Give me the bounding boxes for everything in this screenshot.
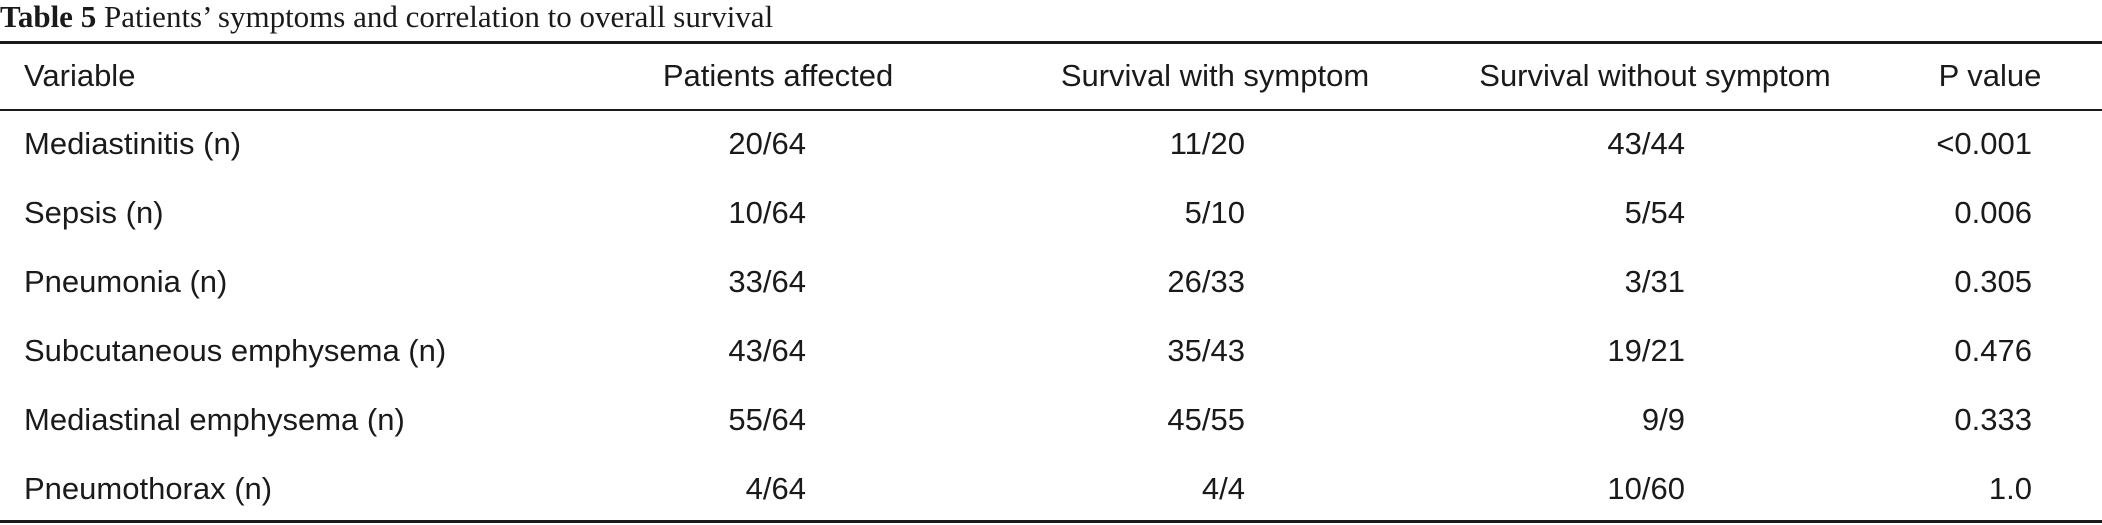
cell-survival-with-symptom: 35/43 [1167, 333, 1245, 368]
cell-survival-with-symptom: 4/4 [1201, 471, 1245, 506]
cell-survival-without-symptom: 10/60 [1607, 471, 1685, 506]
cell-p-value: 0.333 [1954, 402, 2032, 437]
cell-survival-without-symptom: 5/54 [1624, 195, 1685, 230]
table-header-rule [0, 109, 2102, 111]
table-row: Pneumothorax (n) 4/64 4/4 10/60 1.0 [0, 459, 2102, 519]
cell-variable: Subcutaneous emphysema (n) [24, 333, 447, 368]
header-survival-with-symptom: Survival with symptom [1060, 58, 1370, 93]
cell-variable: Mediastinal emphysema (n) [24, 402, 405, 437]
cell-survival-without-symptom: 19/21 [1607, 333, 1685, 368]
cell-variable: Mediastinitis (n) [24, 126, 242, 161]
cell-patients-affected: 4/64 [745, 471, 806, 506]
header-variable: Variable [24, 58, 136, 93]
cell-p-value: 0.006 [1954, 195, 2032, 230]
cell-survival-without-symptom: 3/31 [1624, 264, 1685, 299]
table-row: Pneumonia (n) 33/64 26/33 3/31 0.305 [0, 252, 2102, 312]
table-row: Subcutaneous emphysema (n) 43/64 35/43 1… [0, 321, 2102, 381]
table-caption-label: Table 5 [0, 0, 97, 34]
cell-survival-with-symptom: 45/55 [1167, 402, 1245, 437]
cell-survival-with-symptom: 5/10 [1184, 195, 1245, 230]
cell-p-value: <0.001 [1936, 126, 2032, 161]
cell-patients-affected: 43/64 [728, 333, 806, 368]
cell-p-value: 0.305 [1954, 264, 2032, 299]
cell-survival-without-symptom: 43/44 [1607, 126, 1685, 161]
table-header-row: Variable Patients affected Survival with… [0, 46, 2102, 106]
table-caption-text: Patients’ symptoms and correlation to ov… [103, 0, 774, 34]
table-row: Sepsis (n) 10/64 5/10 5/54 0.006 [0, 183, 2102, 243]
table-bottom-rule [0, 520, 2102, 523]
cell-variable: Sepsis (n) [24, 195, 164, 230]
cell-patients-affected: 20/64 [728, 126, 806, 161]
table-row: Mediastinal emphysema (n) 55/64 45/55 9/… [0, 390, 2102, 450]
header-p-value: P value [1938, 58, 2042, 93]
cell-survival-with-symptom: 11/20 [1169, 126, 1245, 161]
cell-patients-affected: 10/64 [728, 195, 806, 230]
table-top-rule [0, 41, 2102, 44]
cell-variable: Pneumonia (n) [24, 264, 228, 299]
cell-p-value: 0.476 [1954, 333, 2032, 368]
header-survival-without-symptom: Survival without symptom [1479, 58, 1831, 93]
cell-survival-with-symptom: 26/33 [1167, 264, 1245, 299]
cell-patients-affected: 33/64 [728, 264, 806, 299]
cell-variable: Pneumothorax (n) [24, 471, 273, 506]
table-caption: Table 5 Patients’ symptoms and correlati… [0, 0, 773, 40]
header-patients-affected: Patients affected [662, 58, 894, 93]
cell-patients-affected: 55/64 [728, 402, 806, 437]
table-row: Mediastinitis (n) 20/64 11/20 43/44 <0.0… [0, 114, 2102, 174]
cell-p-value: 1.0 [1988, 471, 2032, 506]
cell-survival-without-symptom: 9/9 [1641, 402, 1685, 437]
